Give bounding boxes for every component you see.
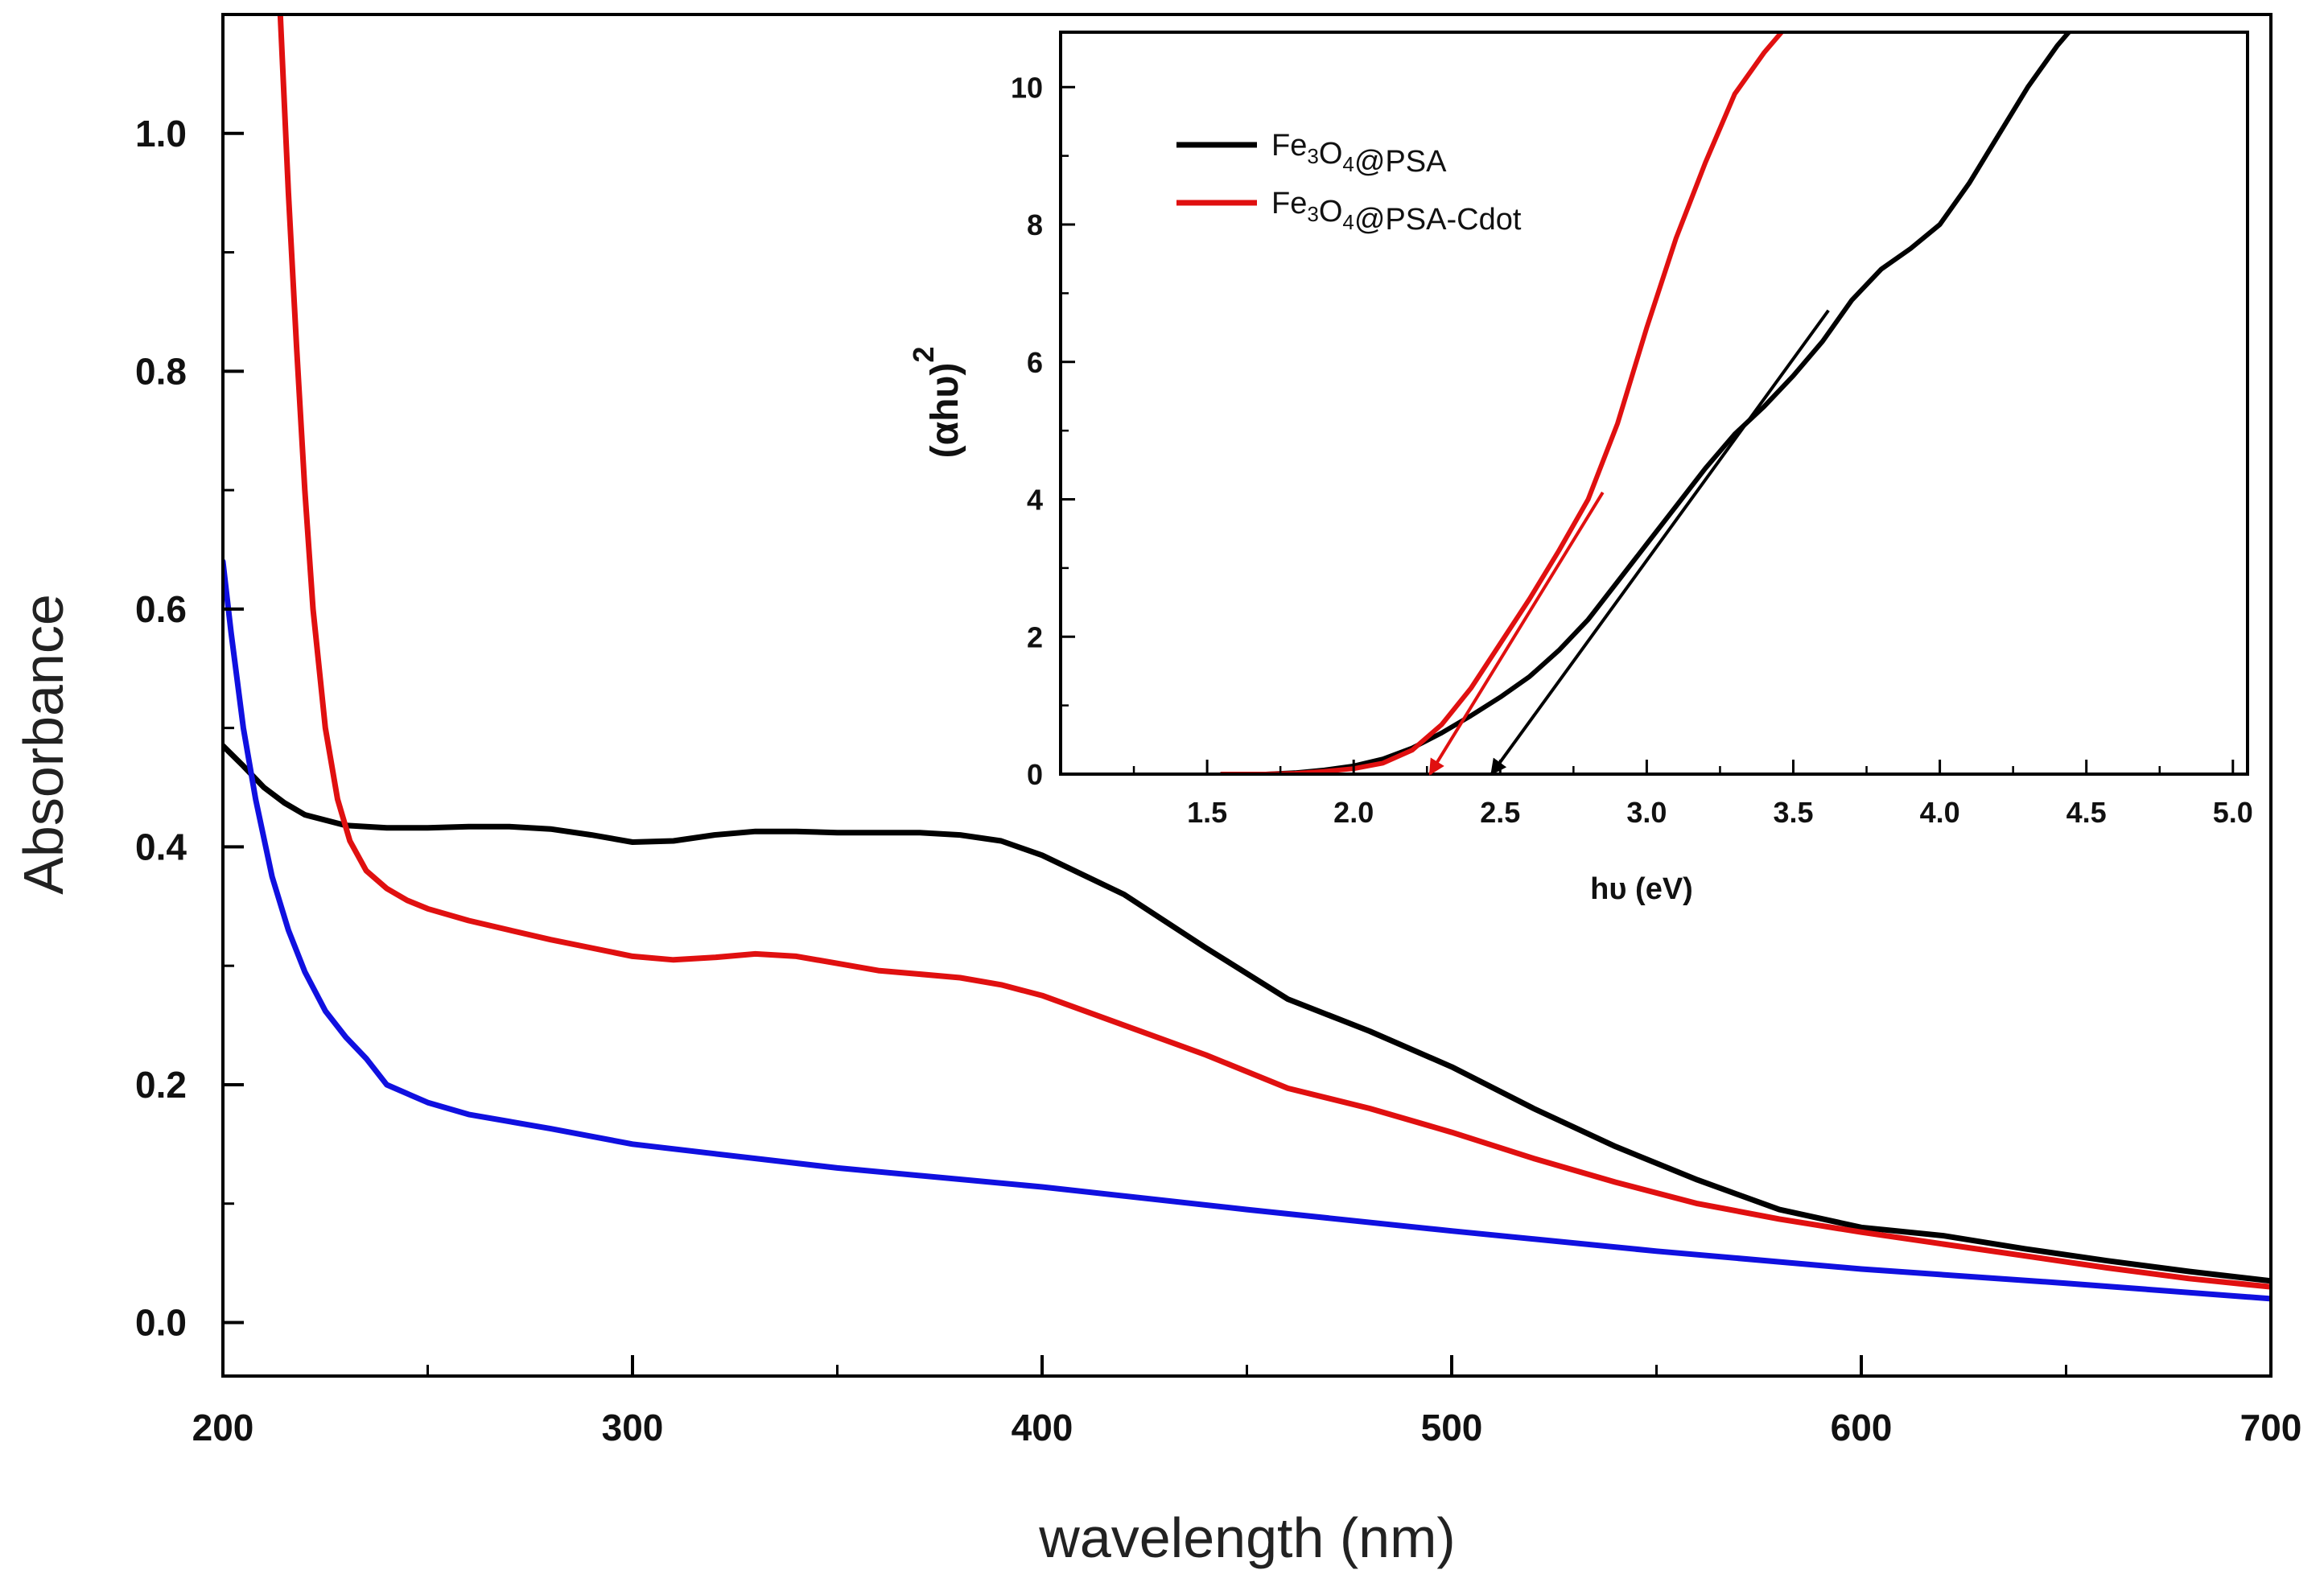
main-y-tick-label: 0.8 (135, 350, 187, 392)
inset-series-layer (1219, 32, 2072, 774)
legend-label-1: Fe3O4@PSA (1271, 129, 1447, 179)
inset-ticks: 1.5 2.0 2.5 3.0 3.5 4.0 4.5 5.0 0 2 4 6 8 10 (1011, 71, 2253, 829)
main-ticks: 200 300 400 500 600 700 0.0 0.2 0.4 0.6 0.8 1.0 (135, 13, 2302, 1448)
main-y-axis-label: Absorbance (12, 594, 75, 895)
inset-tangent-arrow-1 (1490, 309, 1830, 776)
inset-x-tick-label: 2.5 (1480, 796, 1520, 829)
inset-x-tick-label: 3.5 (1773, 796, 1813, 829)
inset-series-line-2 (1219, 32, 1785, 774)
main-x-tick-label: 200 (192, 1407, 254, 1448)
main-series-line-2 (277, 14, 2271, 1290)
inset-y-tick-label: 6 (1027, 346, 1043, 379)
inset-y-tick-label: 10 (1011, 71, 1043, 104)
inset-tangent-arrow-2 (1428, 491, 1605, 776)
inset-x-axis-label: hυ (eV) (1590, 872, 1693, 906)
main-series-line-3 (223, 558, 2271, 1302)
main-y-tick-label: 0.6 (135, 588, 187, 630)
svg-text:(αhυ)2: (αhυ)2 (907, 347, 966, 459)
inset-y-tick-label: 0 (1027, 758, 1043, 791)
main-series-layer (223, 14, 2271, 1302)
inset-legend: Fe3O4@PSA Fe3O4@PSA-Cdot (1176, 129, 1522, 237)
inset-y-axis-label: (αhυ)2 (907, 347, 966, 459)
main-chart: 200 300 400 500 600 700 0.0 0.2 0.4 0.6 0.8 1.0 wav… (12, 13, 2302, 1569)
legend-label-2: Fe3O4@PSA-Cdot (1271, 187, 1522, 237)
main-x-tick-label: 500 (1421, 1407, 1483, 1448)
main-x-tick-label: 400 (1012, 1407, 1073, 1448)
main-y-tick-label: 0.4 (135, 826, 187, 867)
inset-x-tick-label: 5.0 (2213, 796, 2253, 829)
main-y-tick-label: 1.0 (135, 113, 187, 155)
inset-x-tick-label: 1.5 (1187, 796, 1227, 829)
main-y-tick-label: 0.2 (135, 1064, 187, 1106)
inset-y-axis-label-base: (αhυ) (924, 363, 966, 459)
inset-plot-frame (1059, 31, 2249, 776)
main-x-tick-label: 600 (1831, 1407, 1893, 1448)
inset-y-axis-label-superscript: 2 (907, 347, 940, 363)
inset-y-tick-label: 4 (1027, 484, 1043, 517)
inset-x-tick-label: 4.5 (2066, 796, 2107, 829)
main-series-line-1 (223, 743, 2271, 1284)
inset-x-tick-label: 3.0 (1626, 796, 1667, 829)
main-x-tick-label: 700 (2240, 1407, 2302, 1448)
main-x-tick-label: 300 (602, 1407, 664, 1448)
inset-background (996, 29, 2149, 773)
main-x-axis-label: wavelength (nm) (1038, 1506, 1455, 1569)
inset-x-tick-label: 2.0 (1333, 796, 1374, 829)
inset-y-tick-label: 2 (1027, 620, 1043, 653)
inset-y-tick-label: 8 (1027, 208, 1043, 241)
inset-x-tick-label: 4.0 (1920, 796, 1960, 829)
inset-series-line-1 (1219, 32, 2072, 774)
main-y-tick-label: 0.0 (135, 1302, 187, 1344)
